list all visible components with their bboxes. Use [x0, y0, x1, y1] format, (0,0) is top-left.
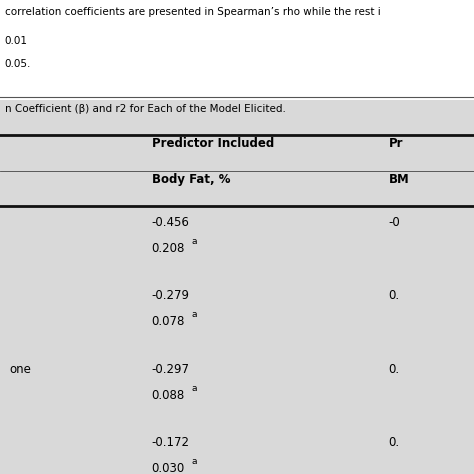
- Text: 0.078: 0.078: [152, 315, 185, 328]
- Text: Body Fat, %: Body Fat, %: [152, 173, 230, 186]
- Text: -0: -0: [389, 216, 401, 228]
- Text: 0.: 0.: [389, 363, 400, 375]
- Text: 0.: 0.: [389, 436, 400, 449]
- Text: Pr: Pr: [389, 137, 403, 150]
- Text: 0.208: 0.208: [152, 242, 185, 255]
- Text: -0.172: -0.172: [152, 436, 190, 449]
- Text: a: a: [191, 310, 197, 319]
- Text: -0.456: -0.456: [152, 216, 190, 228]
- Text: one: one: [9, 363, 31, 375]
- FancyBboxPatch shape: [0, 100, 474, 474]
- Text: correlation coefficients are presented in Spearman’s rho while the rest i: correlation coefficients are presented i…: [5, 7, 381, 17]
- Text: 0.088: 0.088: [152, 389, 185, 401]
- Text: 0.01: 0.01: [5, 36, 28, 46]
- Text: BM: BM: [389, 173, 410, 186]
- Text: a: a: [191, 384, 197, 393]
- Text: -0.279: -0.279: [152, 289, 190, 302]
- Text: 0.: 0.: [389, 289, 400, 302]
- Text: n Coefficient (β) and r2 for Each of the Model Elicited.: n Coefficient (β) and r2 for Each of the…: [5, 104, 286, 114]
- Text: a: a: [191, 237, 197, 246]
- Text: 0.05.: 0.05.: [5, 59, 31, 69]
- Text: Predictor Included: Predictor Included: [152, 137, 274, 150]
- Text: a: a: [191, 457, 197, 466]
- Text: 0.030: 0.030: [152, 462, 185, 474]
- Text: -0.297: -0.297: [152, 363, 190, 375]
- FancyBboxPatch shape: [0, 0, 474, 100]
